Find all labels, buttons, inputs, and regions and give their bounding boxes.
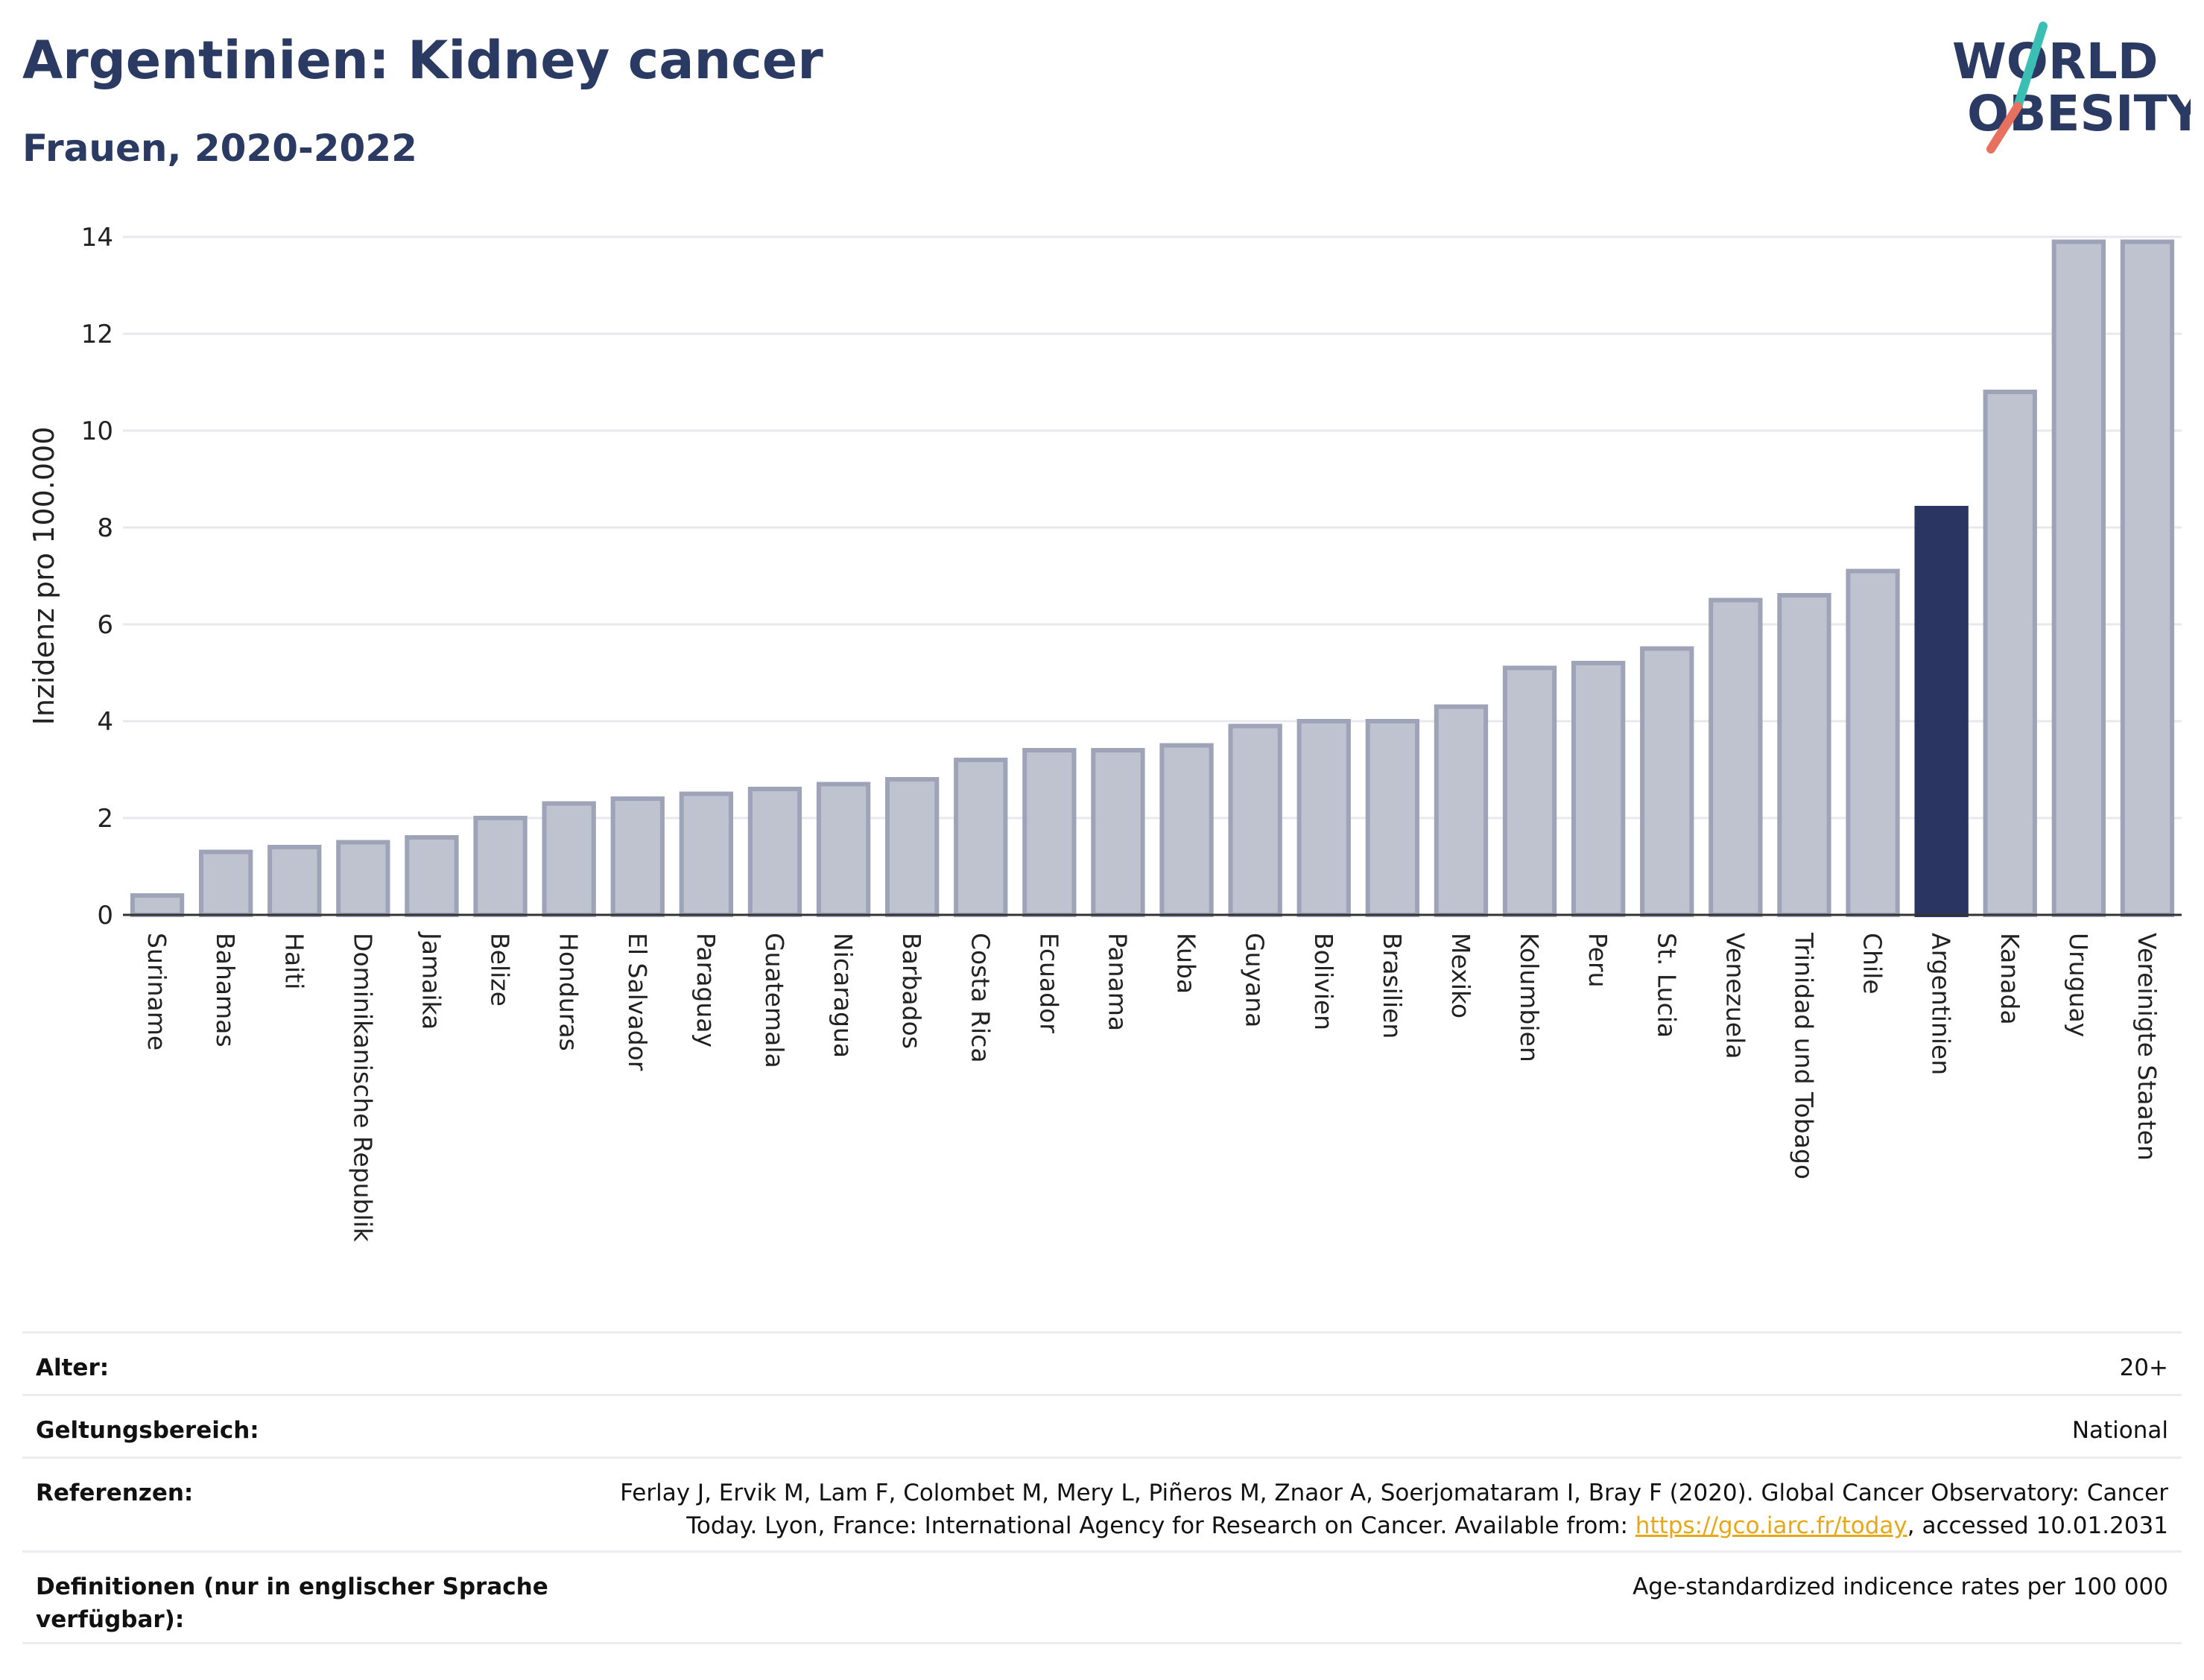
chart-subtitle: Frauen, 2020-2022 [22,127,417,170]
x-tick-label: Chile [1858,933,1887,995]
x-tick-label: Brasilien [1378,933,1407,1039]
bar [1091,748,1145,917]
x-tick-label: Belize [486,933,515,1007]
y-tick-label: 4 [97,707,113,737]
info-value-definitions: Age-standardized indicence rates per 100… [1633,1573,2168,1600]
bar [2120,239,2175,917]
bar [1709,597,1763,917]
info-row-references: Referenzen: Ferlay J, Ervik M, Lam F, Co… [22,1456,2182,1550]
info-label-scope: Geltungsbereich: [36,1417,259,1444]
y-tick-label: 6 [97,610,113,640]
bar [816,782,871,917]
bar [1434,704,1489,917]
x-tick-label: Panama [1103,933,1132,1031]
x-tick-label: Jamaika [417,931,446,1030]
x-tick-label: Kuba [1172,933,1201,994]
x-tick-label: Honduras [554,933,583,1051]
x-tick-label: Haiti [279,933,308,989]
x-tick-label: Mexiko [1446,933,1475,1018]
bar [1159,743,1214,917]
bar [679,791,734,917]
x-tick-label: St. Lucia [1652,933,1681,1038]
y-tick-label: 12 [81,320,113,349]
info-row-scope: Geltungsbereich: National [22,1394,2182,1456]
info-value-age: 20+ [2119,1354,2168,1381]
bar [1914,506,1969,917]
x-tick-label: Venezuela [1720,933,1749,1059]
bar [1983,390,2037,917]
y-tick-label: 8 [97,513,113,543]
reference-line-1: Ferlay J, Ervik M, Lam F, Colombet M, Me… [620,1480,2168,1506]
bar [267,845,322,917]
x-tick-label: Ecuador [1034,933,1063,1033]
x-tick-label: Barbados [897,933,926,1049]
x-tick-label: Dominikanische Republik [348,933,377,1243]
bar [1228,723,1282,917]
logo-slash-top [2013,22,2048,111]
x-tick-label: Costa Rica [966,933,995,1063]
bar [1296,719,1351,917]
x-tick-label: Guyana [1241,933,1270,1027]
bar [1022,748,1077,917]
bar [747,787,802,917]
bar [1640,646,1694,917]
bar [198,849,253,917]
bar [1365,719,1420,917]
bar [610,796,665,917]
bar [1571,661,1626,917]
x-tick-label: Nicaragua [829,933,858,1058]
info-label-definitions: Definitionen (nur in englischer Sprache … [36,1573,548,1633]
x-tick-label: Kolumbien [1515,933,1544,1062]
bar [130,893,185,917]
bar [473,816,528,917]
bar [884,777,940,917]
reference-line-2-end: , accessed 10.01.2031 [1907,1512,2168,1539]
logo-slash-bottom [1986,102,2022,153]
x-tick-label: Vereinigte Staaten [2132,933,2162,1161]
bar [405,835,459,917]
x-tick-label: Argentinien [1927,933,1956,1075]
bar [954,758,1008,917]
y-tick-label: 2 [97,804,113,834]
bar [542,801,596,917]
world-obesity-logo: WORLD OBESITY [1952,22,2191,153]
reference-link[interactable]: https://gco.iarc.fr/today [1635,1512,1907,1539]
bar [1846,568,1900,917]
x-tick-label: Trinidad und Tobago [1789,932,1818,1179]
info-value-references: Ferlay J, Ervik M, Lam F, Colombet M, Me… [620,1477,2168,1542]
y-tick-label: 0 [97,901,113,931]
x-tick-label: Guatemala [760,933,789,1068]
info-value-scope: National [2071,1417,2168,1444]
x-tick-label: El Salvador [623,933,652,1071]
chart-title: Argentinien: Kidney cancer [22,30,823,91]
logo-text-world: WORLD [1952,33,2159,90]
info-table: Alter: 20+ Geltungsbereich: National Ref… [22,1331,2182,1644]
bar [336,840,390,917]
info-row-age: Alter: 20+ [22,1331,2182,1394]
y-axis-label: Inzidenz pro 100.000 [28,427,60,726]
bar [2051,239,2106,917]
x-tick-label: Paraguay [691,933,721,1047]
bar [1777,593,1831,917]
reference-line-2: Today. Lyon, France: International Agenc… [686,1512,1635,1539]
bar [1502,665,1557,917]
x-tick-label: Suriname [142,933,171,1050]
x-tick-label: Uruguay [2064,933,2093,1037]
y-tick-label: 10 [81,416,113,446]
info-label-references: Referenzen: [36,1480,194,1506]
x-tick-label: Kanada [1995,933,2024,1025]
y-tick-label: 14 [81,223,113,253]
info-label-age: Alter: [36,1354,110,1381]
bar-chart: 0 2 4 6 8 10 12 14 Inzidenz pro 100.000 Suriname B… [28,223,2182,1243]
info-row-definitions: Definitionen (nur in englischer Sprache … [22,1550,2182,1644]
x-tick-label: Bolivien [1309,933,1338,1030]
x-tick-label: Peru [1583,933,1612,988]
x-tick-label: Bahamas [211,933,240,1047]
